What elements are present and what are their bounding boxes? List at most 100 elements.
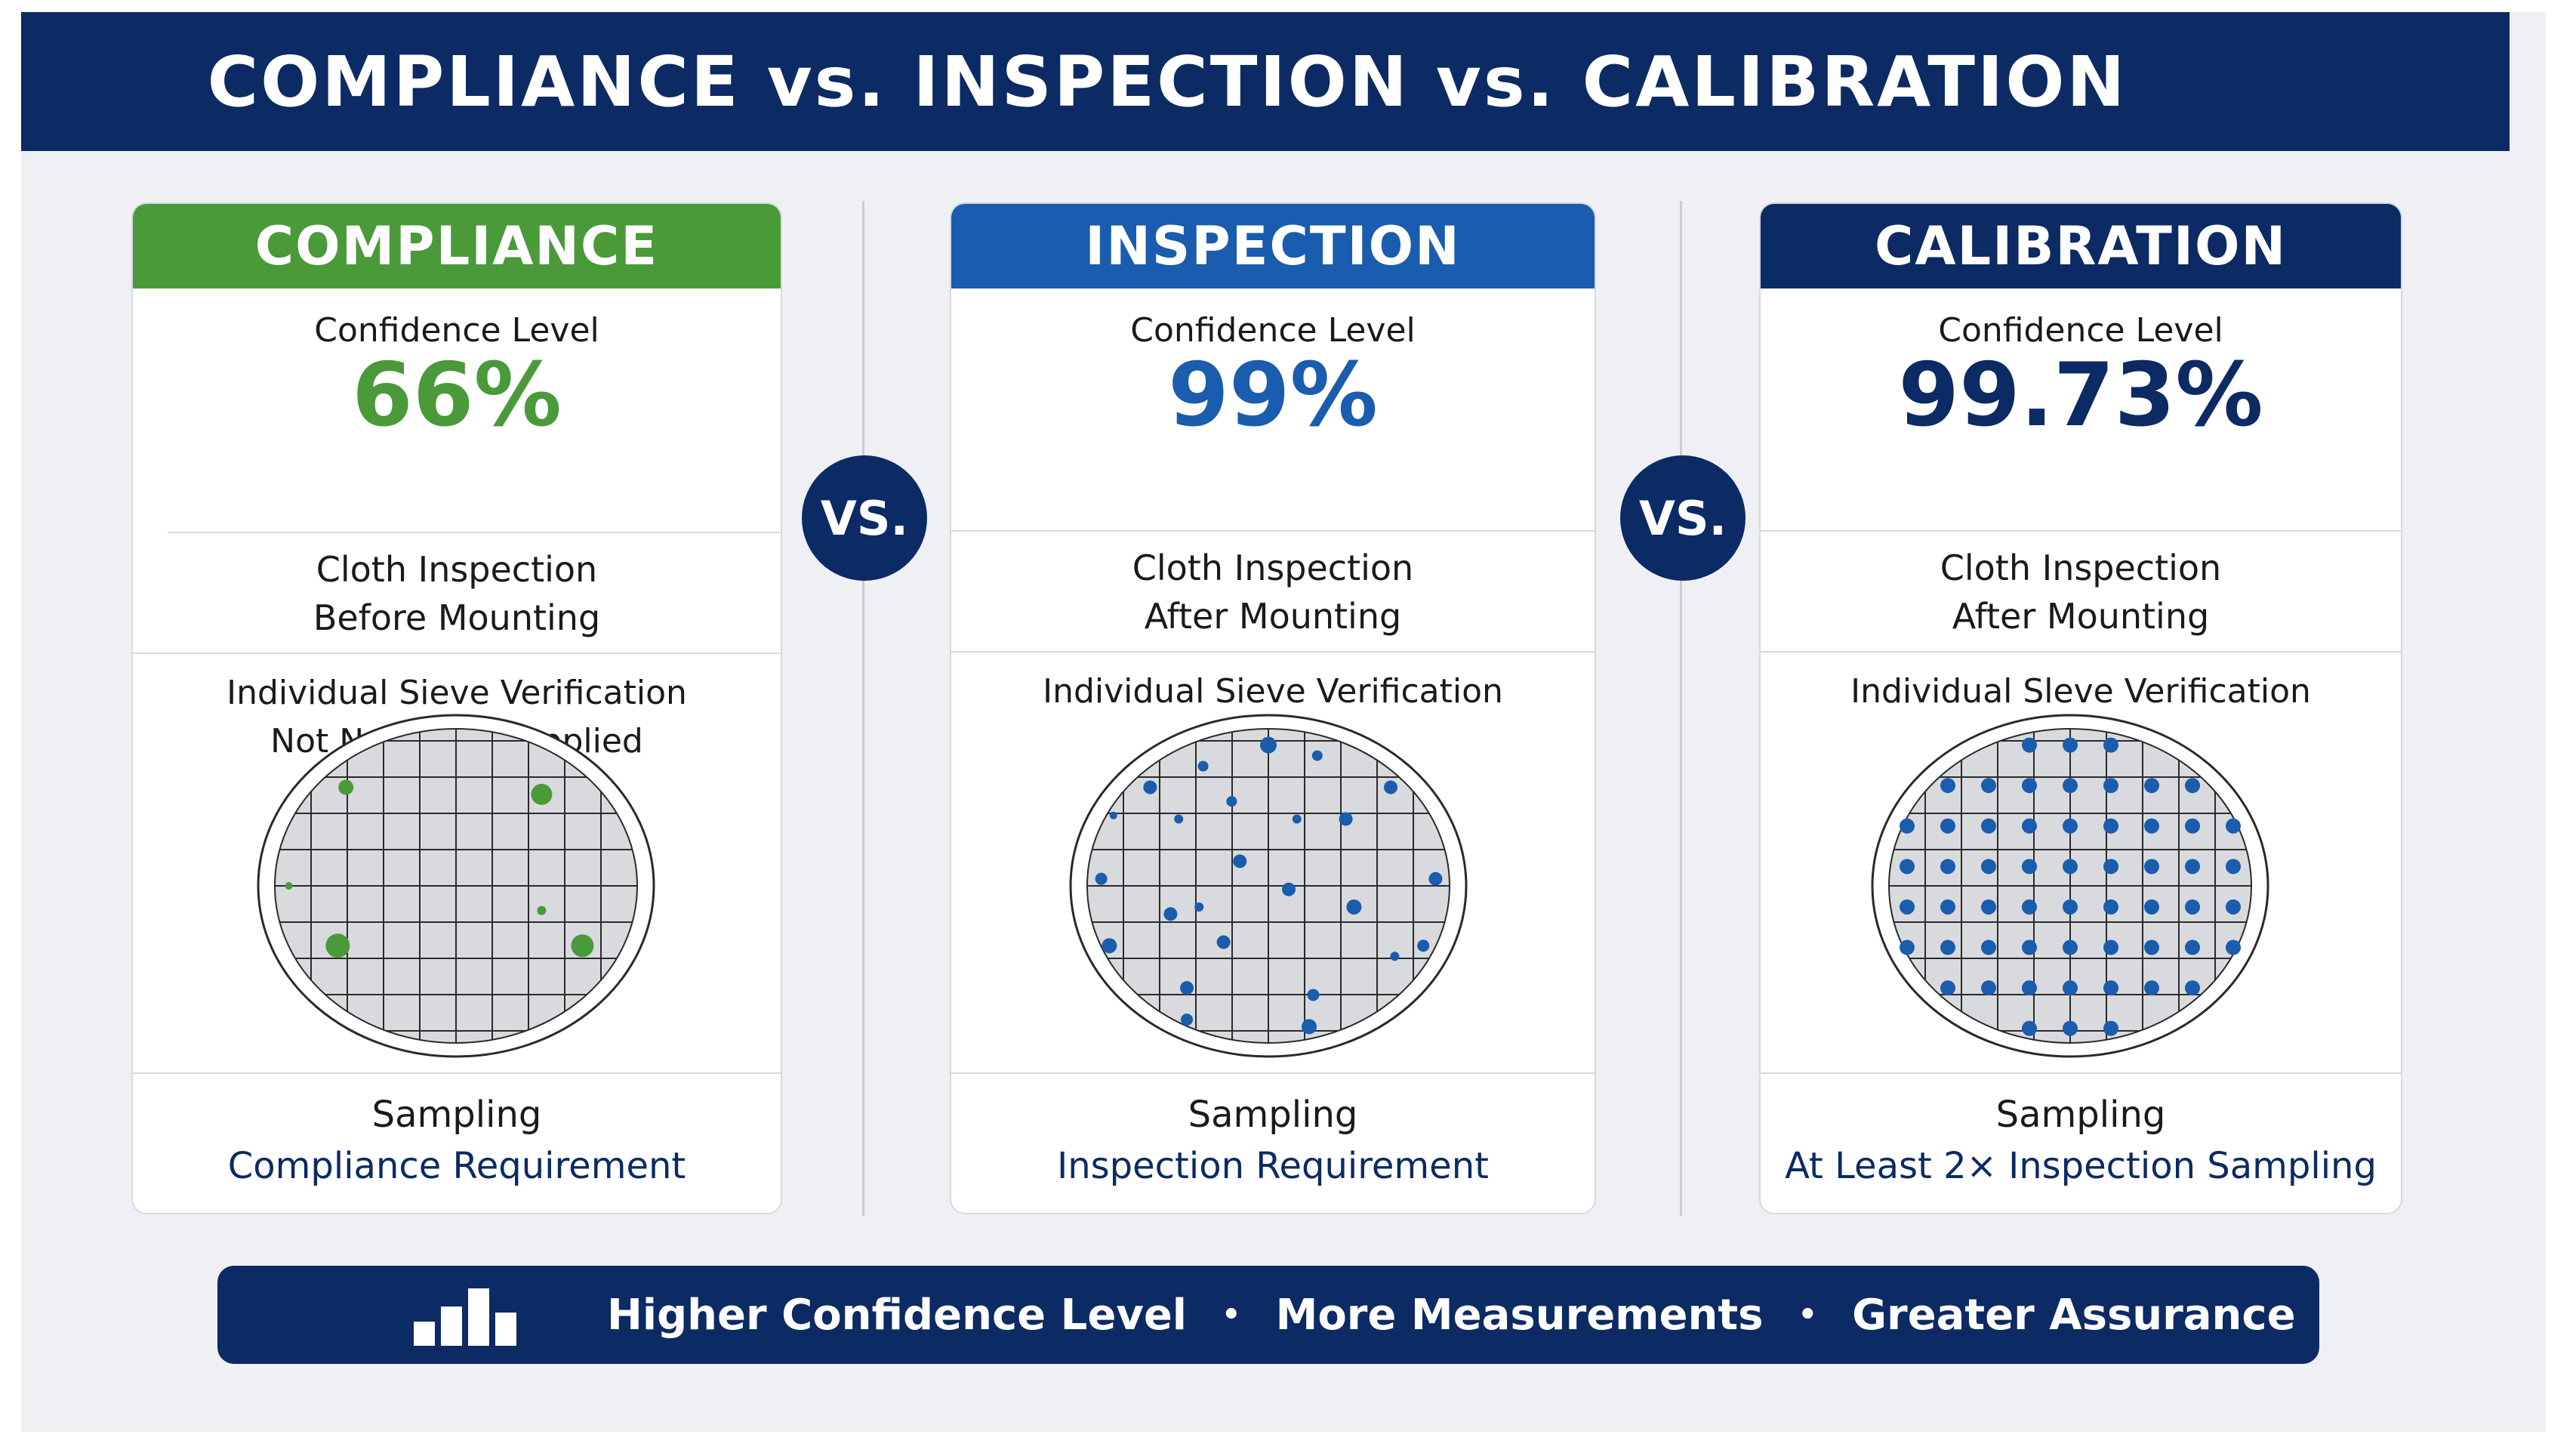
confidence-value: 99.73% (1898, 344, 2263, 446)
mesh-defect-dot (2063, 818, 2078, 834)
mesh-defect-dot (1282, 882, 1296, 896)
mesh-defect-dot (1143, 780, 1157, 794)
mesh-defect-dot (1163, 907, 1178, 921)
mesh-defect-dot (2022, 899, 2037, 915)
mesh-defect-dot (2226, 939, 2241, 955)
mesh-defect-dot (1181, 1013, 1193, 1026)
section-divider (1761, 1072, 2401, 1074)
mesh-defect-dot (1102, 938, 1117, 954)
summary-item-assurance: Greater Assurance (1852, 1290, 2296, 1340)
section-divider (951, 530, 1595, 532)
mesh-defect-dot (1302, 1019, 1317, 1035)
mesh-defect-dot (325, 933, 350, 958)
summary-text: Higher Confidence Level • More Measureme… (607, 1266, 2296, 1364)
mesh-defect-dot (2103, 980, 2118, 996)
vs-badge: VS. (802, 455, 927, 581)
sampling-label: Sampling (1188, 1094, 1358, 1136)
mesh-defect-dot (1428, 872, 1443, 886)
confidence-section: Confidence Level 66% (133, 288, 781, 441)
summary-separator: • (1798, 1297, 1818, 1332)
sampling-value: Compliance Requirement (227, 1145, 686, 1187)
mesh-defect-dot (1260, 736, 1277, 754)
mesh-defect-dot (2063, 939, 2078, 955)
page-title: COMPLIANCE vs. INSPECTION vs. CALIBRATIO… (207, 41, 2128, 122)
mesh-defect-dot (2185, 980, 2200, 996)
mesh-defect-dot (2103, 818, 2118, 834)
mesh-defect-dot (2022, 980, 2037, 996)
mesh-defect-dot (1384, 780, 1397, 794)
section-divider (951, 651, 1595, 652)
mesh-defect-dot (338, 779, 354, 795)
mesh-defect-dot (2103, 899, 2118, 915)
mesh-defect-dot (2063, 899, 2078, 915)
summary-banner: Higher Confidence Level • More Measureme… (217, 1266, 2319, 1364)
column-divider (862, 201, 864, 1216)
mesh-defect-dot (1339, 812, 1353, 826)
mesh-defect-dot (285, 882, 293, 890)
mesh-defect-dot (1900, 859, 1915, 875)
cloth-inspection-line1: Cloth Inspection (316, 549, 598, 590)
mesh-defect-dot (1216, 935, 1231, 949)
mesh-defect-dot (1292, 814, 1302, 824)
mesh-defect-dot (1226, 796, 1237, 807)
mesh-defect-dot (1940, 818, 1955, 834)
mesh-defect-dot (1109, 811, 1117, 819)
mesh-defect-dot (2103, 939, 2118, 955)
mesh-defect-dot (1417, 939, 1430, 952)
mesh-defect-dot (2103, 859, 2118, 875)
mesh-defect-dot (1940, 899, 1955, 915)
mesh-defect-dot (1900, 939, 1915, 955)
sampling-section: Sampling At Least 2× Inspection Sampling (1761, 1089, 2401, 1192)
mesh-defect-dot (2185, 859, 2200, 875)
title-banner: COMPLIANCE vs. INSPECTION vs. CALIBRATIO… (21, 12, 2510, 151)
section-divider (133, 652, 781, 654)
mesh-defect-dot (2226, 899, 2241, 915)
summary-item-confidence: Higher Confidence Level (607, 1290, 1188, 1340)
mesh-defect-dot (1981, 818, 1996, 834)
sieve-mesh-illustration (1871, 714, 2269, 1058)
verification-line1: Individual Sieve Verification (226, 674, 687, 712)
mesh-defect-dot (2185, 778, 2200, 794)
mesh-defect-dot (1981, 778, 1996, 794)
mesh-defect-dot (1390, 952, 1400, 961)
cloth-inspection-line2: After Mounting (1952, 596, 2210, 637)
mesh-defect-dot (1940, 939, 1955, 955)
confidence-section: Confidence Level 99% (951, 288, 1595, 441)
mesh-defect-dot (2022, 818, 2037, 834)
mesh-defect-dot (2185, 818, 2200, 834)
mesh-defect-dot (1311, 750, 1323, 761)
inspection-card: INSPECTION Confidence Level 99% Cloth In… (950, 202, 1596, 1214)
confidence-section: Confidence Level 99.73% (1761, 288, 2401, 441)
mesh-defect-dot (2063, 1020, 2078, 1036)
sampling-value: At Least 2× Inspection Sampling (1785, 1145, 2377, 1187)
mesh-defect-dot (1981, 939, 1996, 955)
card-header: COMPLIANCE (133, 204, 781, 288)
section-divider (1761, 530, 2401, 532)
mesh-defect-dot (2185, 939, 2200, 955)
mesh-defect-dot (1197, 760, 1209, 772)
column-divider (1680, 201, 1682, 1216)
section-divider (133, 1072, 781, 1074)
mesh-defect-dot (2226, 859, 2241, 875)
mesh-defect-dot (1981, 899, 1996, 915)
mesh-defect-dot (1307, 989, 1320, 1001)
mesh-defect-dot (2022, 778, 2037, 794)
mesh-defect-dot (2144, 980, 2159, 996)
mesh-defect-dot (2063, 737, 2078, 753)
mesh-defect-dot (2063, 859, 2078, 875)
mesh-defect-dot (2226, 818, 2241, 834)
section-divider (1761, 651, 2401, 652)
mesh-defect-dot (2144, 939, 2159, 955)
mesh-defect-dot (2063, 778, 2078, 794)
verification-line1: Individual Sleve Verification (1850, 672, 2311, 711)
mesh-defect-dot (2022, 859, 2037, 875)
mesh-defect-dot (2063, 980, 2078, 996)
vs-badge: VS. (1620, 455, 1746, 581)
mesh-defect-dot (571, 934, 594, 958)
mesh-defect-dot (2022, 1020, 2037, 1036)
mesh-defect-dot (2144, 778, 2159, 794)
confidence-label: Confidence Level (1130, 311, 1416, 350)
mesh-defect-dot (2103, 737, 2118, 753)
bar-chart-icon (414, 1288, 516, 1346)
confidence-label: Confidence Level (1938, 311, 2223, 350)
